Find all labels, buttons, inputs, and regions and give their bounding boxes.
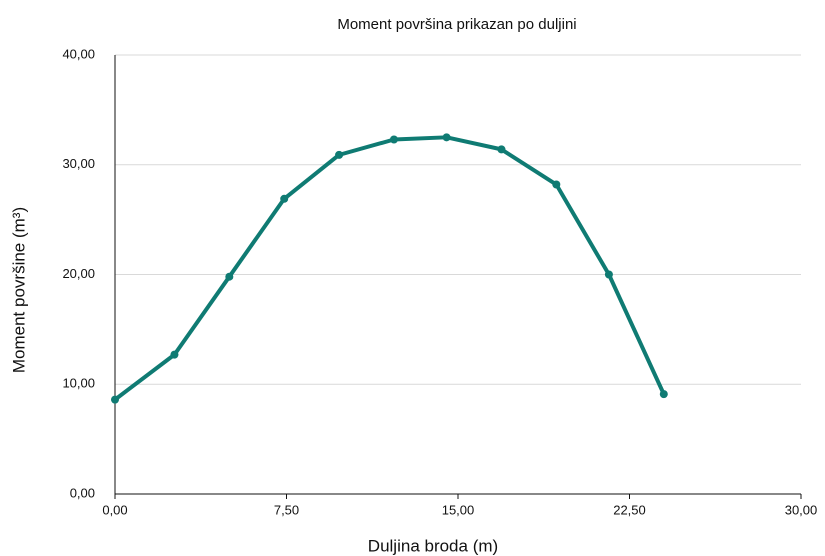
point — [442, 133, 451, 142]
point — [225, 272, 234, 281]
chart-title: Moment površina prikazan po duljini — [337, 16, 576, 33]
y-tick-label: 40,00 — [62, 46, 95, 61]
point — [659, 390, 668, 399]
x-tick-label: 22,50 — [613, 502, 646, 517]
line — [113, 135, 666, 402]
point — [552, 180, 561, 189]
y-tick-label: 30,00 — [62, 156, 95, 171]
point — [280, 194, 289, 203]
point — [170, 350, 179, 359]
x-tick-label: 0,00 — [102, 502, 127, 517]
x-tick-label: 7,50 — [274, 502, 299, 517]
x-axis-label: Duljina broda (m) — [368, 536, 498, 555]
point — [335, 150, 344, 159]
y-axis-label: Moment površine (m³) — [9, 207, 28, 373]
x-tick-label: 30,00 — [785, 502, 818, 517]
x-tick-label: 15,00 — [442, 502, 475, 517]
point — [389, 135, 398, 144]
y-tick-label: 20,00 — [62, 266, 95, 281]
point — [497, 145, 506, 154]
y-tick-label: 0,00 — [70, 485, 95, 500]
point — [111, 395, 119, 404]
y-tick-label: 10,00 — [62, 376, 95, 391]
point — [604, 270, 613, 279]
